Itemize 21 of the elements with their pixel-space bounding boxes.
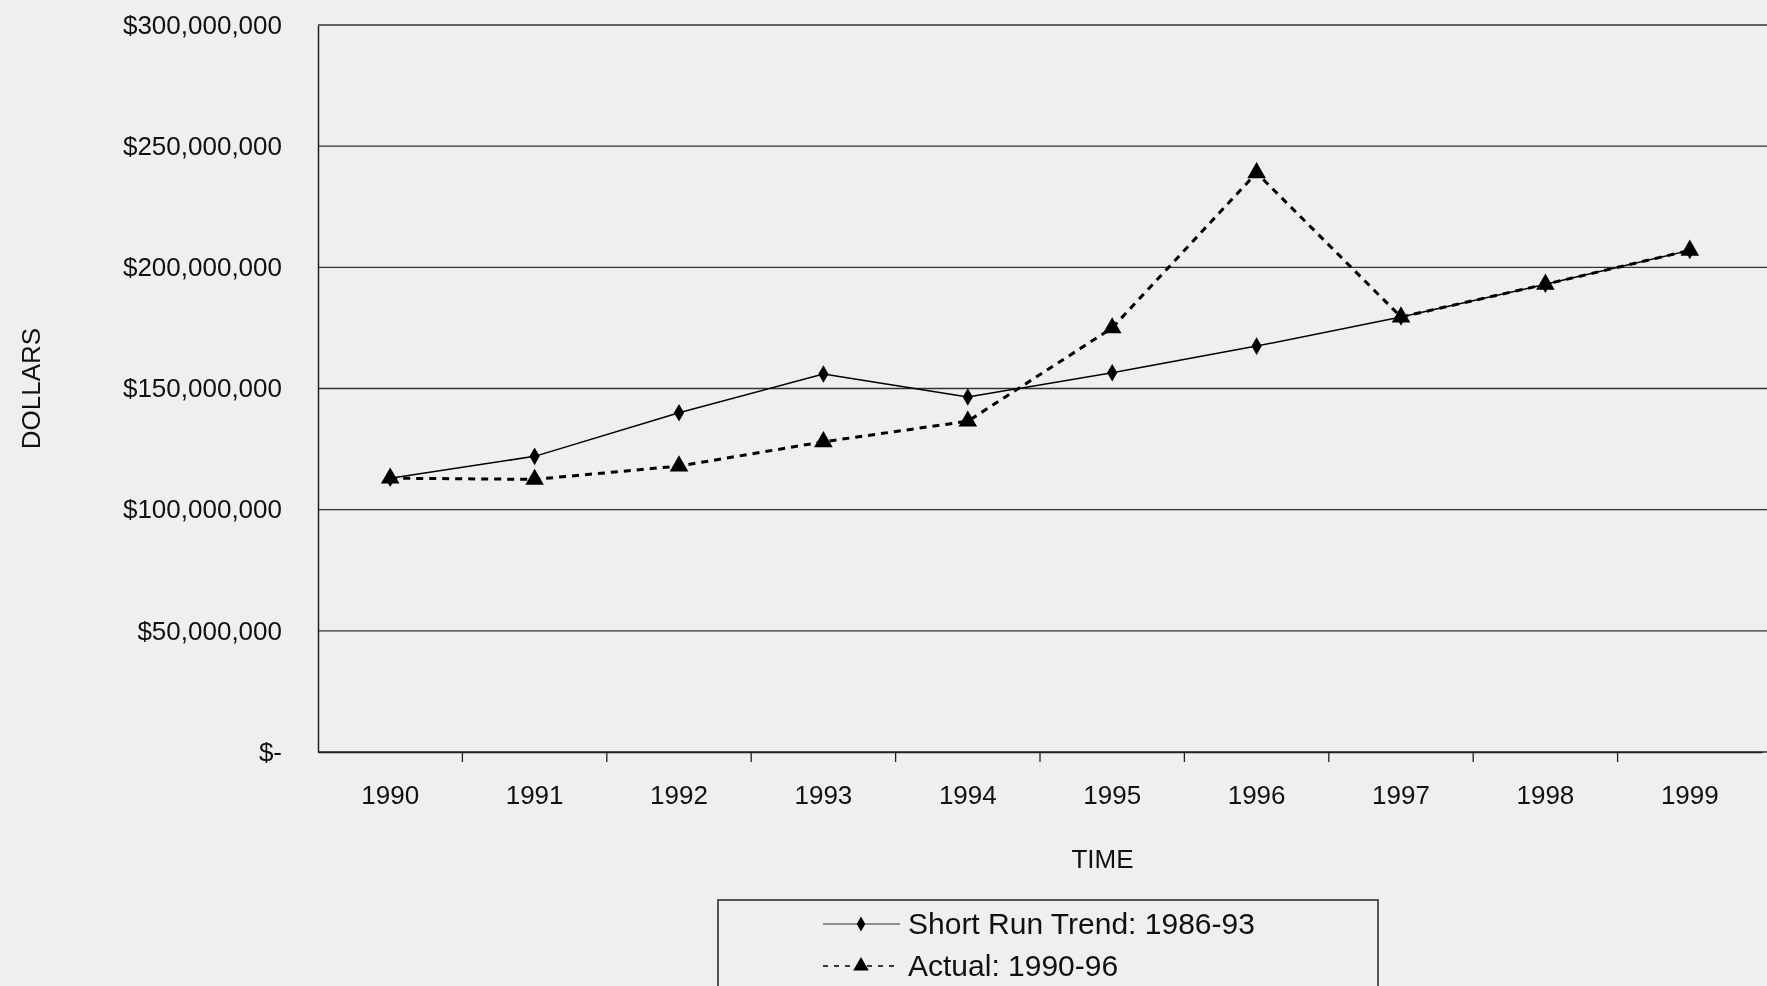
x-tick-label: 1994 bbox=[938, 780, 997, 811]
x-tick-label: 1999 bbox=[1660, 780, 1719, 811]
legend-label: Actual: 1990-96 bbox=[908, 949, 1119, 982]
x-axis-title: TIME bbox=[1071, 844, 1134, 874]
y-tick-label: $200,000,000 bbox=[122, 252, 282, 283]
y-tick-label: $150,000,000 bbox=[122, 373, 282, 404]
y-tick-label: $250,000,000 bbox=[122, 130, 282, 161]
y-tick-label: $- bbox=[258, 736, 282, 767]
y-axis-title: DOLLARS bbox=[16, 327, 46, 450]
y-tick-label: $50,000,000 bbox=[137, 615, 282, 646]
legend-label: Short Run Trend: 1986-93 bbox=[908, 907, 1255, 940]
y-tick-label: $300,000,000 bbox=[122, 9, 282, 40]
x-tick-label: 1996 bbox=[1227, 780, 1286, 811]
x-tick-label: 1992 bbox=[650, 780, 708, 811]
x-tick-label: 1998 bbox=[1516, 780, 1575, 811]
x-tick-label: 1991 bbox=[505, 780, 564, 811]
x-tick-label: 1995 bbox=[1083, 780, 1142, 811]
x-tick-label: 1997 bbox=[1372, 780, 1430, 811]
x-tick-label: 1993 bbox=[794, 780, 853, 811]
y-tick-label: $100,000,000 bbox=[122, 494, 282, 525]
x-tick-label: 1990 bbox=[361, 780, 420, 811]
